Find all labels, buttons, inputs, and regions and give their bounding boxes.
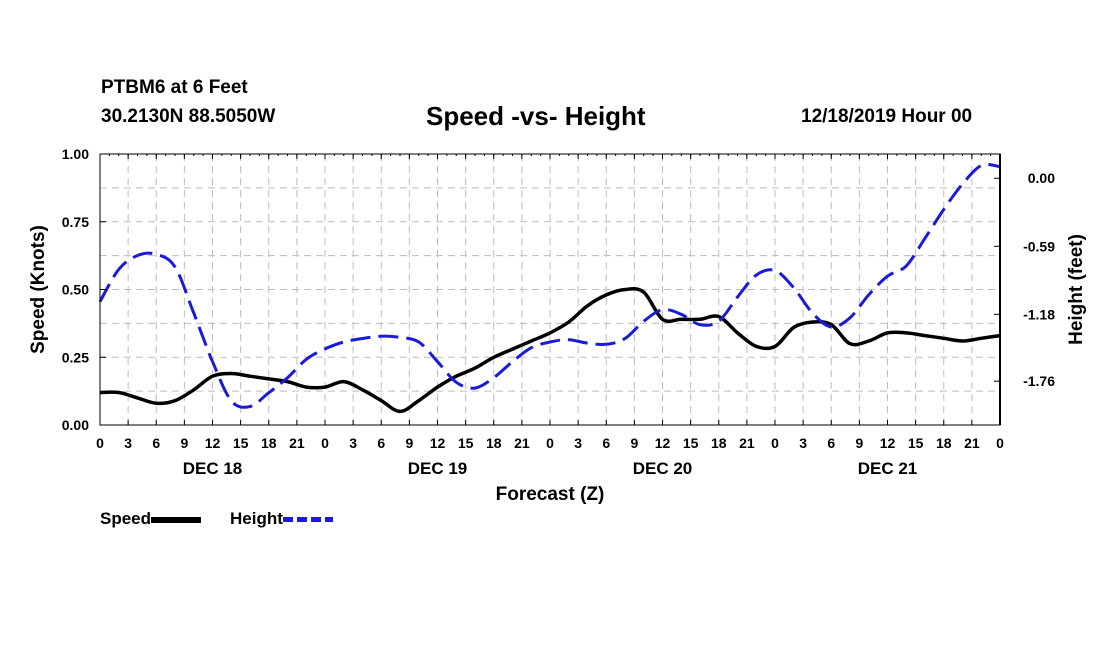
left-tick-label: 0.25: [62, 349, 89, 365]
left-tick-label: 0.00: [62, 417, 89, 433]
x-tick-label: 18: [261, 435, 277, 451]
x-tick-label: 18: [936, 435, 952, 451]
x-tick-label: 3: [799, 435, 807, 451]
left-tick-label: 1.00: [62, 146, 89, 162]
x-tick-label: 9: [855, 435, 863, 451]
legend-speed-label: Speed: [100, 509, 152, 528]
x-tick-label: 18: [711, 435, 727, 451]
day-label: DEC 18: [183, 459, 243, 478]
left-axis-title: Speed (Knots): [28, 225, 49, 354]
right-tick-label: 0.00: [1028, 170, 1055, 186]
legend-speed: Speed: [100, 509, 202, 529]
x-tick-label: 21: [514, 435, 530, 451]
x-tick-label: 12: [430, 435, 446, 451]
right-tick-label: -1.76: [1023, 373, 1055, 389]
x-tick-label: 6: [827, 435, 835, 451]
x-tick-label: 0: [321, 435, 329, 451]
legend-height-swatch: [282, 517, 333, 523]
x-tick-label: 15: [908, 435, 924, 451]
x-tick-label: 21: [739, 435, 755, 451]
x-tick-label: 15: [683, 435, 699, 451]
right-tick-label: -1.18: [1023, 306, 1055, 322]
x-tick-label: 6: [602, 435, 610, 451]
right-tick-label: -0.59: [1023, 238, 1055, 254]
x-tick-label: 12: [880, 435, 896, 451]
x-tick-label: 9: [180, 435, 188, 451]
x-tick-label: 3: [124, 435, 132, 451]
day-label: DEC 19: [408, 459, 468, 478]
height-series-line: [98, 162, 1001, 409]
legend-speed-swatch: [151, 516, 202, 523]
x-tick-label: 6: [377, 435, 385, 451]
station-name: PTBM6 at 6 Feet: [101, 77, 248, 98]
left-tick-label: 0.50: [62, 282, 89, 298]
x-tick-label: 9: [630, 435, 638, 451]
x-tick-label: 0: [996, 435, 1004, 451]
speed-series-line: [99, 287, 1001, 414]
left-tick-label: 0.75: [62, 214, 89, 230]
chart-title: Speed -vs- Height: [426, 101, 646, 131]
forecast-timestamp: 12/18/2019 Hour 00: [801, 106, 973, 127]
x-tick-label: 18: [486, 435, 502, 451]
right-axis-title: Height (feet): [1066, 234, 1087, 345]
x-axis-title: Forecast (Z): [496, 484, 605, 505]
x-tick-label: 15: [233, 435, 249, 451]
grid-lines: [100, 154, 1000, 425]
x-tick-label: 21: [289, 435, 305, 451]
tick-layer: 0 3 6 9 12 15 18 21 0 3 6 9 12 15 18 21 0 3 6 9 12 15 18 21 0 3 6 9…: [62, 146, 1055, 478]
x-tick-label: 0: [546, 435, 554, 451]
x-tick-label: 3: [574, 435, 582, 451]
x-tick-label: 21: [964, 435, 980, 451]
x-tick-label: 12: [205, 435, 221, 451]
legend-height: Height: [230, 509, 333, 529]
x-tick-label: 3: [349, 435, 357, 451]
x-tick-label: 15: [458, 435, 474, 451]
x-tick-label: 6: [152, 435, 160, 451]
x-tick-label: 12: [655, 435, 671, 451]
day-label: DEC 20: [633, 459, 693, 478]
station-coordinates: 30.2130N 88.5050W: [101, 106, 276, 127]
x-tick-label: 0: [771, 435, 779, 451]
x-tick-label: 9: [405, 435, 413, 451]
series-layer: [98, 162, 1001, 414]
x-tick-label: 0: [96, 435, 104, 451]
legend-height-label: Height: [230, 509, 283, 528]
day-label: DEC 21: [858, 459, 918, 478]
